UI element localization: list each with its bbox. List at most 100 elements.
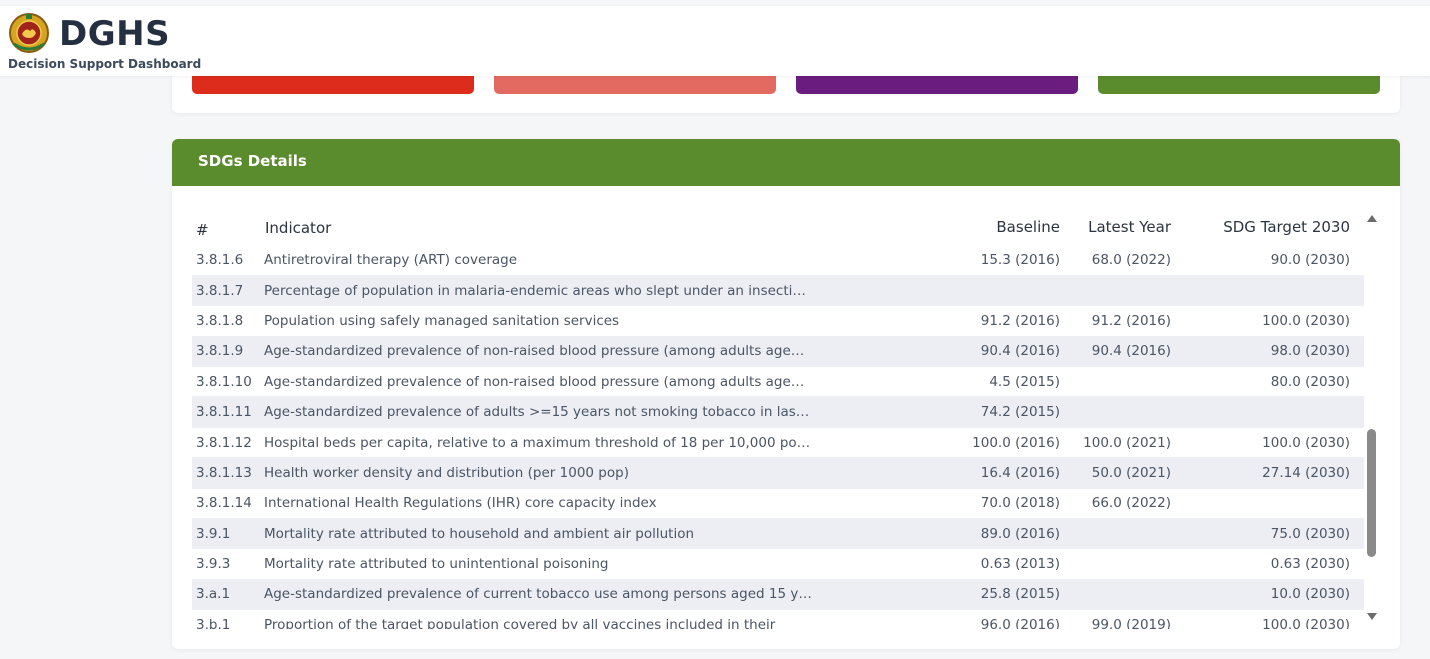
row-sdg-target: [1171, 488, 1350, 518]
row-indicator: Antiretroviral therapy (ART) coverage: [264, 251, 518, 268]
row-id-and-indicator: 3.9.3 Mortality rate attributed to uninte…: [192, 549, 812, 579]
row-id: 3.8.1.11: [196, 404, 252, 421]
row-baseline: 91.2 (2016): [980, 312, 1060, 329]
row-baseline: 96.0 (2016): [980, 616, 1060, 629]
table-row[interactable]: 3.9.1 Mortality rate attributed to househ…: [192, 518, 1364, 549]
column-header-baseline[interactable]: Baseline: [996, 218, 1060, 236]
table-row[interactable]: 3.9.3 Mortality rate attributed to uninte…: [192, 549, 1364, 580]
table-row[interactable]: 3.8.1.7 Percentage of population in malar…: [192, 275, 1364, 306]
row-latest-year: [1060, 275, 1171, 305]
row-sdg-target: 100.0 (2030): [1262, 434, 1350, 451]
row-id-and-indicator: 3.b.1 Proportion of the target population…: [192, 610, 812, 629]
row-spacer: [1350, 458, 1364, 488]
scroll-down-arrow-icon[interactable]: [1367, 613, 1377, 620]
row-latest-year: 66.0 (2022): [1091, 495, 1171, 512]
row-latest-year: 50.0 (2021): [1091, 464, 1171, 481]
row-id: 3.8.1.7: [196, 282, 244, 299]
row-id: 3.b.1: [196, 616, 231, 629]
row-baseline: 4.5 (2015): [989, 373, 1060, 390]
row-id: 3.8.1.12: [196, 434, 252, 451]
sdg-table: # Indicator Baseline Latest Year SDG Tar…: [192, 199, 1364, 629]
app-subtitle: Decision Support Dashboard: [8, 57, 202, 71]
table-row[interactable]: 3.8.1.14 International Health Regulations…: [192, 488, 1364, 519]
table-scrollbar[interactable]: [1364, 205, 1380, 625]
column-header-number[interactable]: # Indicator: [196, 219, 332, 239]
row-baseline: 70.0 (2018): [980, 495, 1060, 512]
row-id: 3.8.1.9: [196, 343, 244, 360]
row-id-and-indicator: 3.a.1 Age-standardized prevalence of curr…: [192, 579, 812, 609]
row-indicator: International Health Regulations (IHR) c…: [264, 495, 657, 512]
row-baseline: [812, 275, 1060, 305]
row-spacer: [1350, 427, 1364, 457]
row-indicator: Age-standardized prevalence of non-raise…: [264, 373, 812, 390]
row-baseline: 25.8 (2015): [980, 586, 1060, 603]
row-sdg-target: 10.0 (2030): [1270, 586, 1350, 603]
row-latest-year: 100.0 (2021): [1083, 434, 1171, 451]
row-spacer: [1350, 306, 1364, 336]
table-row[interactable]: 3.8.1.10 Age-standardized prevalence of n…: [192, 367, 1364, 397]
table-row[interactable]: 3.8.1.9 Age-standardized prevalence of no…: [192, 336, 1364, 367]
summary-card-strip[interactable]: [1098, 76, 1380, 94]
row-id: 3.8.1.8: [196, 312, 244, 329]
row-id: 3.9.3: [196, 556, 231, 573]
row-latest-year: [1060, 549, 1171, 579]
row-spacer: [1350, 397, 1364, 427]
summary-card-strip[interactable]: [494, 76, 776, 94]
row-indicator: Proportion of the target population cove…: [264, 616, 776, 629]
row-id-and-indicator: 3.8.1.11 Age-standardized prevalence of a…: [192, 397, 812, 427]
table-row[interactable]: 3.8.1.6 Antiretroviral therapy (ART) cove…: [192, 245, 1364, 276]
row-indicator: Mortality rate attributed to household a…: [264, 525, 695, 542]
row-indicator: Hospital beds per capita, relative to a …: [264, 434, 812, 451]
row-id: 3.8.1.14: [196, 495, 252, 512]
row-spacer: [1350, 488, 1364, 518]
row-id: 3.9.1: [196, 525, 231, 542]
row-sdg-target: [1171, 275, 1350, 305]
sdg-table-container[interactable]: # Indicator Baseline Latest Year SDG Tar…: [192, 199, 1364, 629]
row-baseline: 90.4 (2016): [980, 343, 1060, 360]
row-sdg-target: 98.0 (2030): [1270, 343, 1350, 360]
row-latest-year: 68.0 (2022): [1091, 251, 1171, 268]
row-id-and-indicator: 3.8.1.13 Health worker density and distri…: [192, 458, 812, 488]
table-row[interactable]: 3.8.1.13 Health worker density and distri…: [192, 457, 1364, 489]
row-latest-year: 90.4 (2016): [1091, 343, 1171, 360]
row-sdg-target: 100.0 (2030): [1262, 312, 1350, 329]
table-row[interactable]: 3.8.1.11 Age-standardized prevalence of a…: [192, 396, 1364, 428]
column-header-latest-year[interactable]: Latest Year: [1088, 218, 1171, 236]
row-sdg-target: 75.0 (2030): [1270, 525, 1350, 542]
row-id-and-indicator: 3.8.1.6 Antiretroviral therapy (ART) cove…: [192, 245, 812, 275]
scrollbar-thumb[interactable]: [1367, 429, 1376, 557]
column-header-sdg-target[interactable]: SDG Target 2030: [1223, 218, 1350, 236]
row-baseline: 15.3 (2016): [980, 251, 1060, 268]
row-spacer: [1350, 579, 1364, 609]
row-sdg-target: 0.63 (2030): [1270, 556, 1350, 573]
sri-lanka-emblem-icon[interactable]: [8, 10, 50, 56]
table-row[interactable]: 3.8.1.8 Population using safely managed s…: [192, 306, 1364, 337]
row-sdg-target: [1171, 397, 1350, 427]
top-bar: DGHS Decision Support Dashboard: [0, 6, 1430, 76]
row-sdg-target: 80.0 (2030): [1270, 373, 1350, 390]
row-latest-year: [1060, 579, 1171, 609]
summary-card-strip[interactable]: [796, 76, 1078, 94]
scroll-up-arrow-icon[interactable]: [1367, 215, 1377, 222]
row-spacer: [1350, 519, 1364, 549]
row-id: 3.a.1: [196, 586, 231, 603]
row-spacer: [1350, 549, 1364, 579]
table-body: 3.8.1.6 Antiretroviral therapy (ART) cove…: [192, 245, 1364, 629]
row-spacer: [1350, 275, 1364, 305]
table-row[interactable]: 3.a.1 Age-standardized prevalence of curr…: [192, 579, 1364, 610]
table-row[interactable]: 3.b.1 Proportion of the target population…: [192, 610, 1364, 629]
column-header-indicator[interactable]: Indicator: [265, 219, 332, 237]
row-id-and-indicator: 3.8.1.8 Population using safely managed s…: [192, 306, 812, 336]
sdg-details-panel: SDGs Details # Indicator Baseline Latest…: [172, 139, 1400, 649]
table-row[interactable]: 3.8.1.12 Hospital beds per capita, relati…: [192, 427, 1364, 458]
row-baseline: 16.4 (2016): [980, 464, 1060, 481]
row-indicator: Health worker density and distribution (…: [264, 464, 629, 481]
row-latest-year: [1060, 397, 1171, 427]
app-title[interactable]: DGHS: [59, 14, 171, 54]
row-id-and-indicator: 3.8.1.9 Age-standardized prevalence of no…: [192, 336, 812, 366]
row-latest-year: [1060, 367, 1171, 397]
row-indicator: Percentage of population in malaria-ende…: [264, 282, 812, 299]
row-latest-year: [1060, 519, 1171, 549]
row-spacer: [1350, 367, 1364, 397]
summary-card-strip[interactable]: [192, 76, 474, 94]
